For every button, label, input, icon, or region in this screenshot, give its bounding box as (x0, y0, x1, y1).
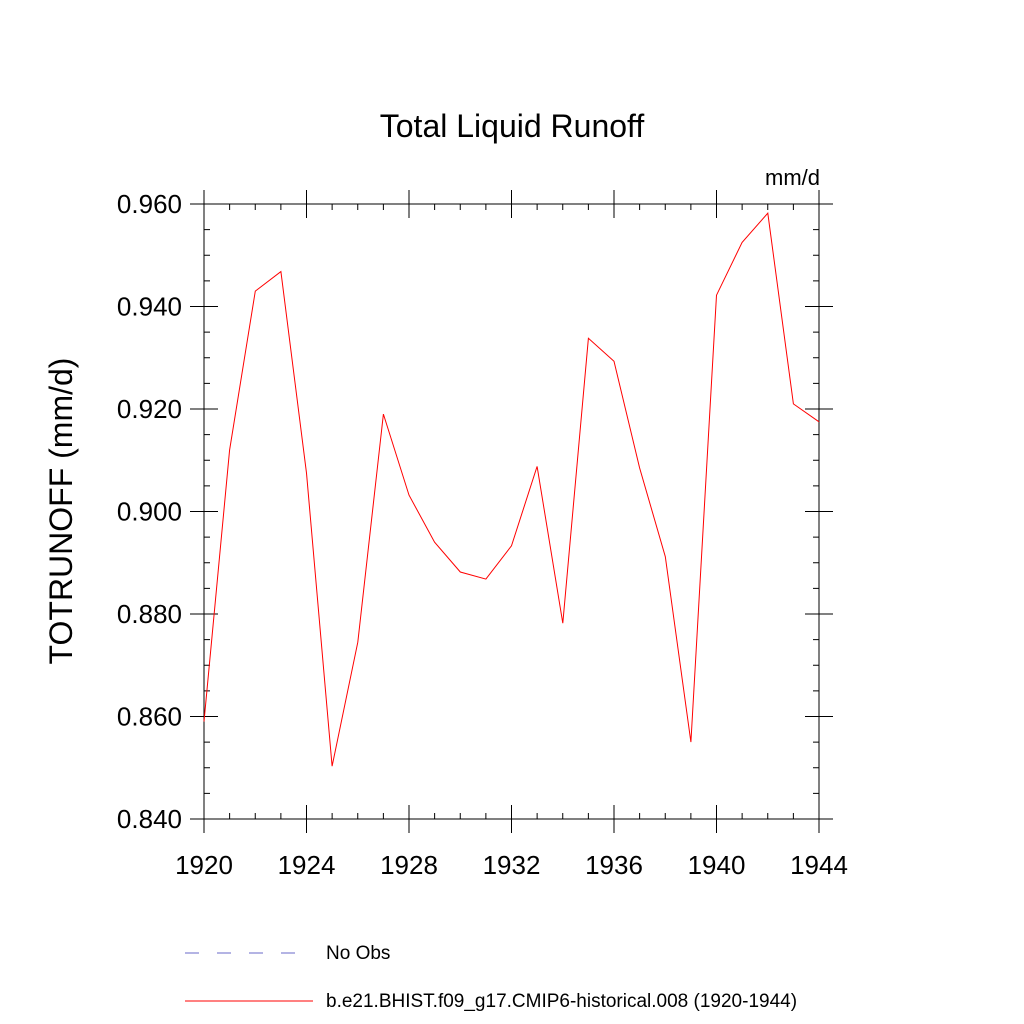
y-axis-label: TOTRUNOFF (mm/d) (43, 358, 79, 665)
series-layer (203, 212, 820, 767)
chart-title: Total Liquid Runoff (380, 108, 645, 144)
axis-tick-labels: 1920 1924 1928 1932 1936 1940 1944 0.840 0.860 0.… (117, 189, 848, 880)
axis-ticks (190, 190, 833, 833)
y-tick-label: 0.840 (117, 804, 182, 834)
x-tick-label: 1944 (790, 850, 848, 880)
x-tick-label: 1936 (585, 850, 643, 880)
y-tick-label: 0.940 (117, 292, 182, 322)
x-tick-label: 1940 (688, 850, 746, 880)
y-tick-label: 0.880 (117, 599, 182, 629)
units-label: mm/d (765, 165, 820, 190)
x-tick-label: 1924 (278, 850, 336, 880)
x-tick-label: 1920 (175, 850, 233, 880)
x-tick-label: 1932 (483, 850, 541, 880)
plot-frame (203, 203, 820, 820)
y-tick-label: 0.860 (117, 702, 182, 732)
legend-label-historical: b.e21.BHIST.f09_g17.CMIP6-historical.008… (326, 991, 797, 1012)
y-tick-label: 0.960 (117, 189, 182, 219)
x-tick-label: 1928 (380, 850, 438, 880)
legend: No Obs b.e21.BHIST.f09_g17.CMIP6-histori… (185, 943, 797, 1012)
y-tick-label: 0.900 (117, 497, 182, 527)
series-line (203, 212, 820, 767)
y-tick-label: 0.920 (117, 394, 182, 424)
legend-label-no-obs: No Obs (326, 943, 390, 964)
